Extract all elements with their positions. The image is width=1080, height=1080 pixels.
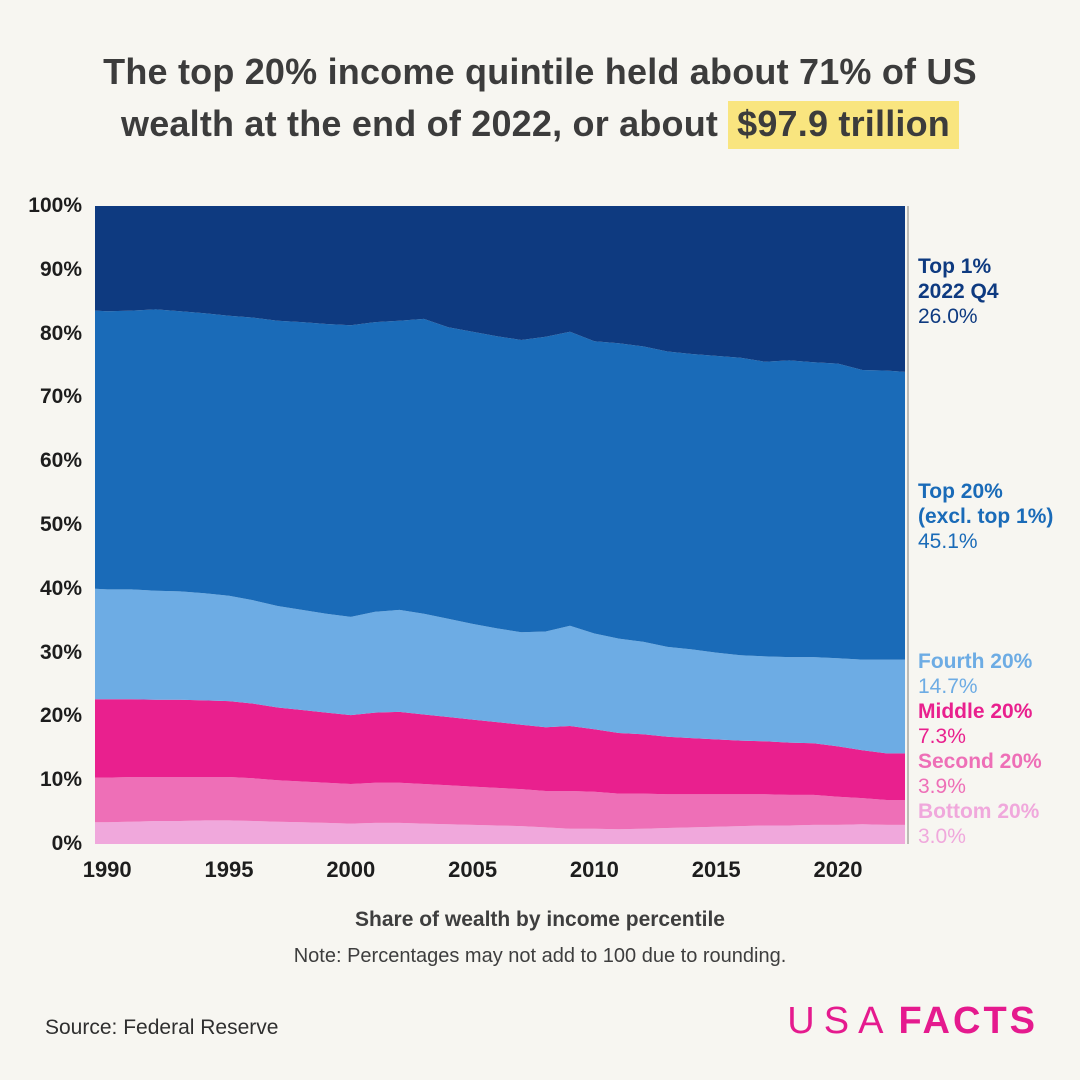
band-top-20-excl-top-1 <box>95 309 905 660</box>
legend-value: 45.1% <box>918 530 978 553</box>
y-tick-label: 60% <box>39 449 82 473</box>
band-middle-20 <box>95 699 905 800</box>
x-tick-label: 2000 <box>326 857 376 882</box>
legend-value: 3.0% <box>918 825 966 848</box>
legend-item-top-1: Top 1% 2022 Q4 26.0% <box>918 254 1080 329</box>
x-tick-label: 1995 <box>204 857 254 882</box>
chart-caption: Share of wealth by income percentile <box>355 908 725 931</box>
legend-label: Top 20% <box>918 480 1003 503</box>
chart-plot <box>95 206 905 844</box>
band-top-1 <box>95 206 905 372</box>
band-second-20 <box>95 777 905 830</box>
x-tick-label: 2005 <box>448 857 498 882</box>
logo-facts-text: FACTS <box>898 1000 1038 1042</box>
legend-sublabel: (excl. top 1%) <box>918 505 1054 528</box>
page-title: The top 20% income quintile held about 7… <box>0 46 1080 150</box>
y-tick-label: 0% <box>51 832 82 855</box>
logo-usa-text: USA <box>787 1000 893 1042</box>
legend-value: 7.3% <box>918 725 966 748</box>
y-tick-label: 70% <box>39 385 82 409</box>
wealth-area-chart <box>95 206 905 844</box>
legend-label: Second 20% <box>918 750 1042 773</box>
band-fourth-20 <box>95 588 905 754</box>
source-label: Source: Federal Reserve <box>45 1016 279 1039</box>
legend-value: 26.0% <box>918 305 978 328</box>
y-tick-label: 40% <box>39 576 82 600</box>
title-line2: wealth at the end of 2022, or about <box>121 103 719 144</box>
y-tick-label: 50% <box>39 513 82 536</box>
x-axis: 1990 1995 2000 2005 2010 2015 2020 <box>83 857 905 887</box>
y-tick-label: 20% <box>39 704 82 728</box>
rounding-note: Note: Percentages may not add to 100 due… <box>293 945 787 967</box>
title-highlight: $97.9 trillion <box>728 101 959 149</box>
right-axis-line <box>907 206 909 844</box>
legend-item-top-20: Top 20% (excl. top 1%) 45.1% <box>918 479 1080 554</box>
x-tick-label: 2015 <box>691 857 741 882</box>
legend-item-bottom-20: Bottom 20% 3.0% <box>918 799 1080 849</box>
legend-label: Top 1% <box>918 255 992 278</box>
legend-label: Bottom 20% <box>918 800 1040 823</box>
legend-item-fourth-20: Fourth 20% 14.7% <box>918 649 1080 699</box>
legend-item-middle-20: Middle 20% 7.3% <box>918 699 1080 749</box>
x-tick-label: 2020 <box>813 857 863 882</box>
y-tick-label: 10% <box>39 768 82 792</box>
title-line1: The top 20% income quintile held about 7… <box>103 51 977 92</box>
legend-label: Fourth 20% <box>918 650 1033 673</box>
legend-value: 14.7% <box>918 675 978 698</box>
legend-sublabel: 2022 Q4 <box>918 280 999 303</box>
y-tick-label: 100% <box>28 194 82 217</box>
band-bottom-20 <box>95 820 905 844</box>
usafacts-logo: USA FACTS <box>787 1000 1038 1043</box>
y-tick-label: 80% <box>39 321 82 345</box>
x-tick-label: 1990 <box>82 857 132 882</box>
legend-label: Middle 20% <box>918 700 1033 723</box>
legend-value: 3.9% <box>918 775 966 798</box>
legend-item-second-20: Second 20% 3.9% <box>918 749 1080 799</box>
y-axis: 0% 10% 20% 30% 40% 50% 60% 70% 80% 90% 100% <box>0 194 82 855</box>
y-tick-label: 90% <box>39 257 82 281</box>
x-tick-label: 2010 <box>569 857 619 882</box>
y-tick-label: 30% <box>39 640 82 664</box>
